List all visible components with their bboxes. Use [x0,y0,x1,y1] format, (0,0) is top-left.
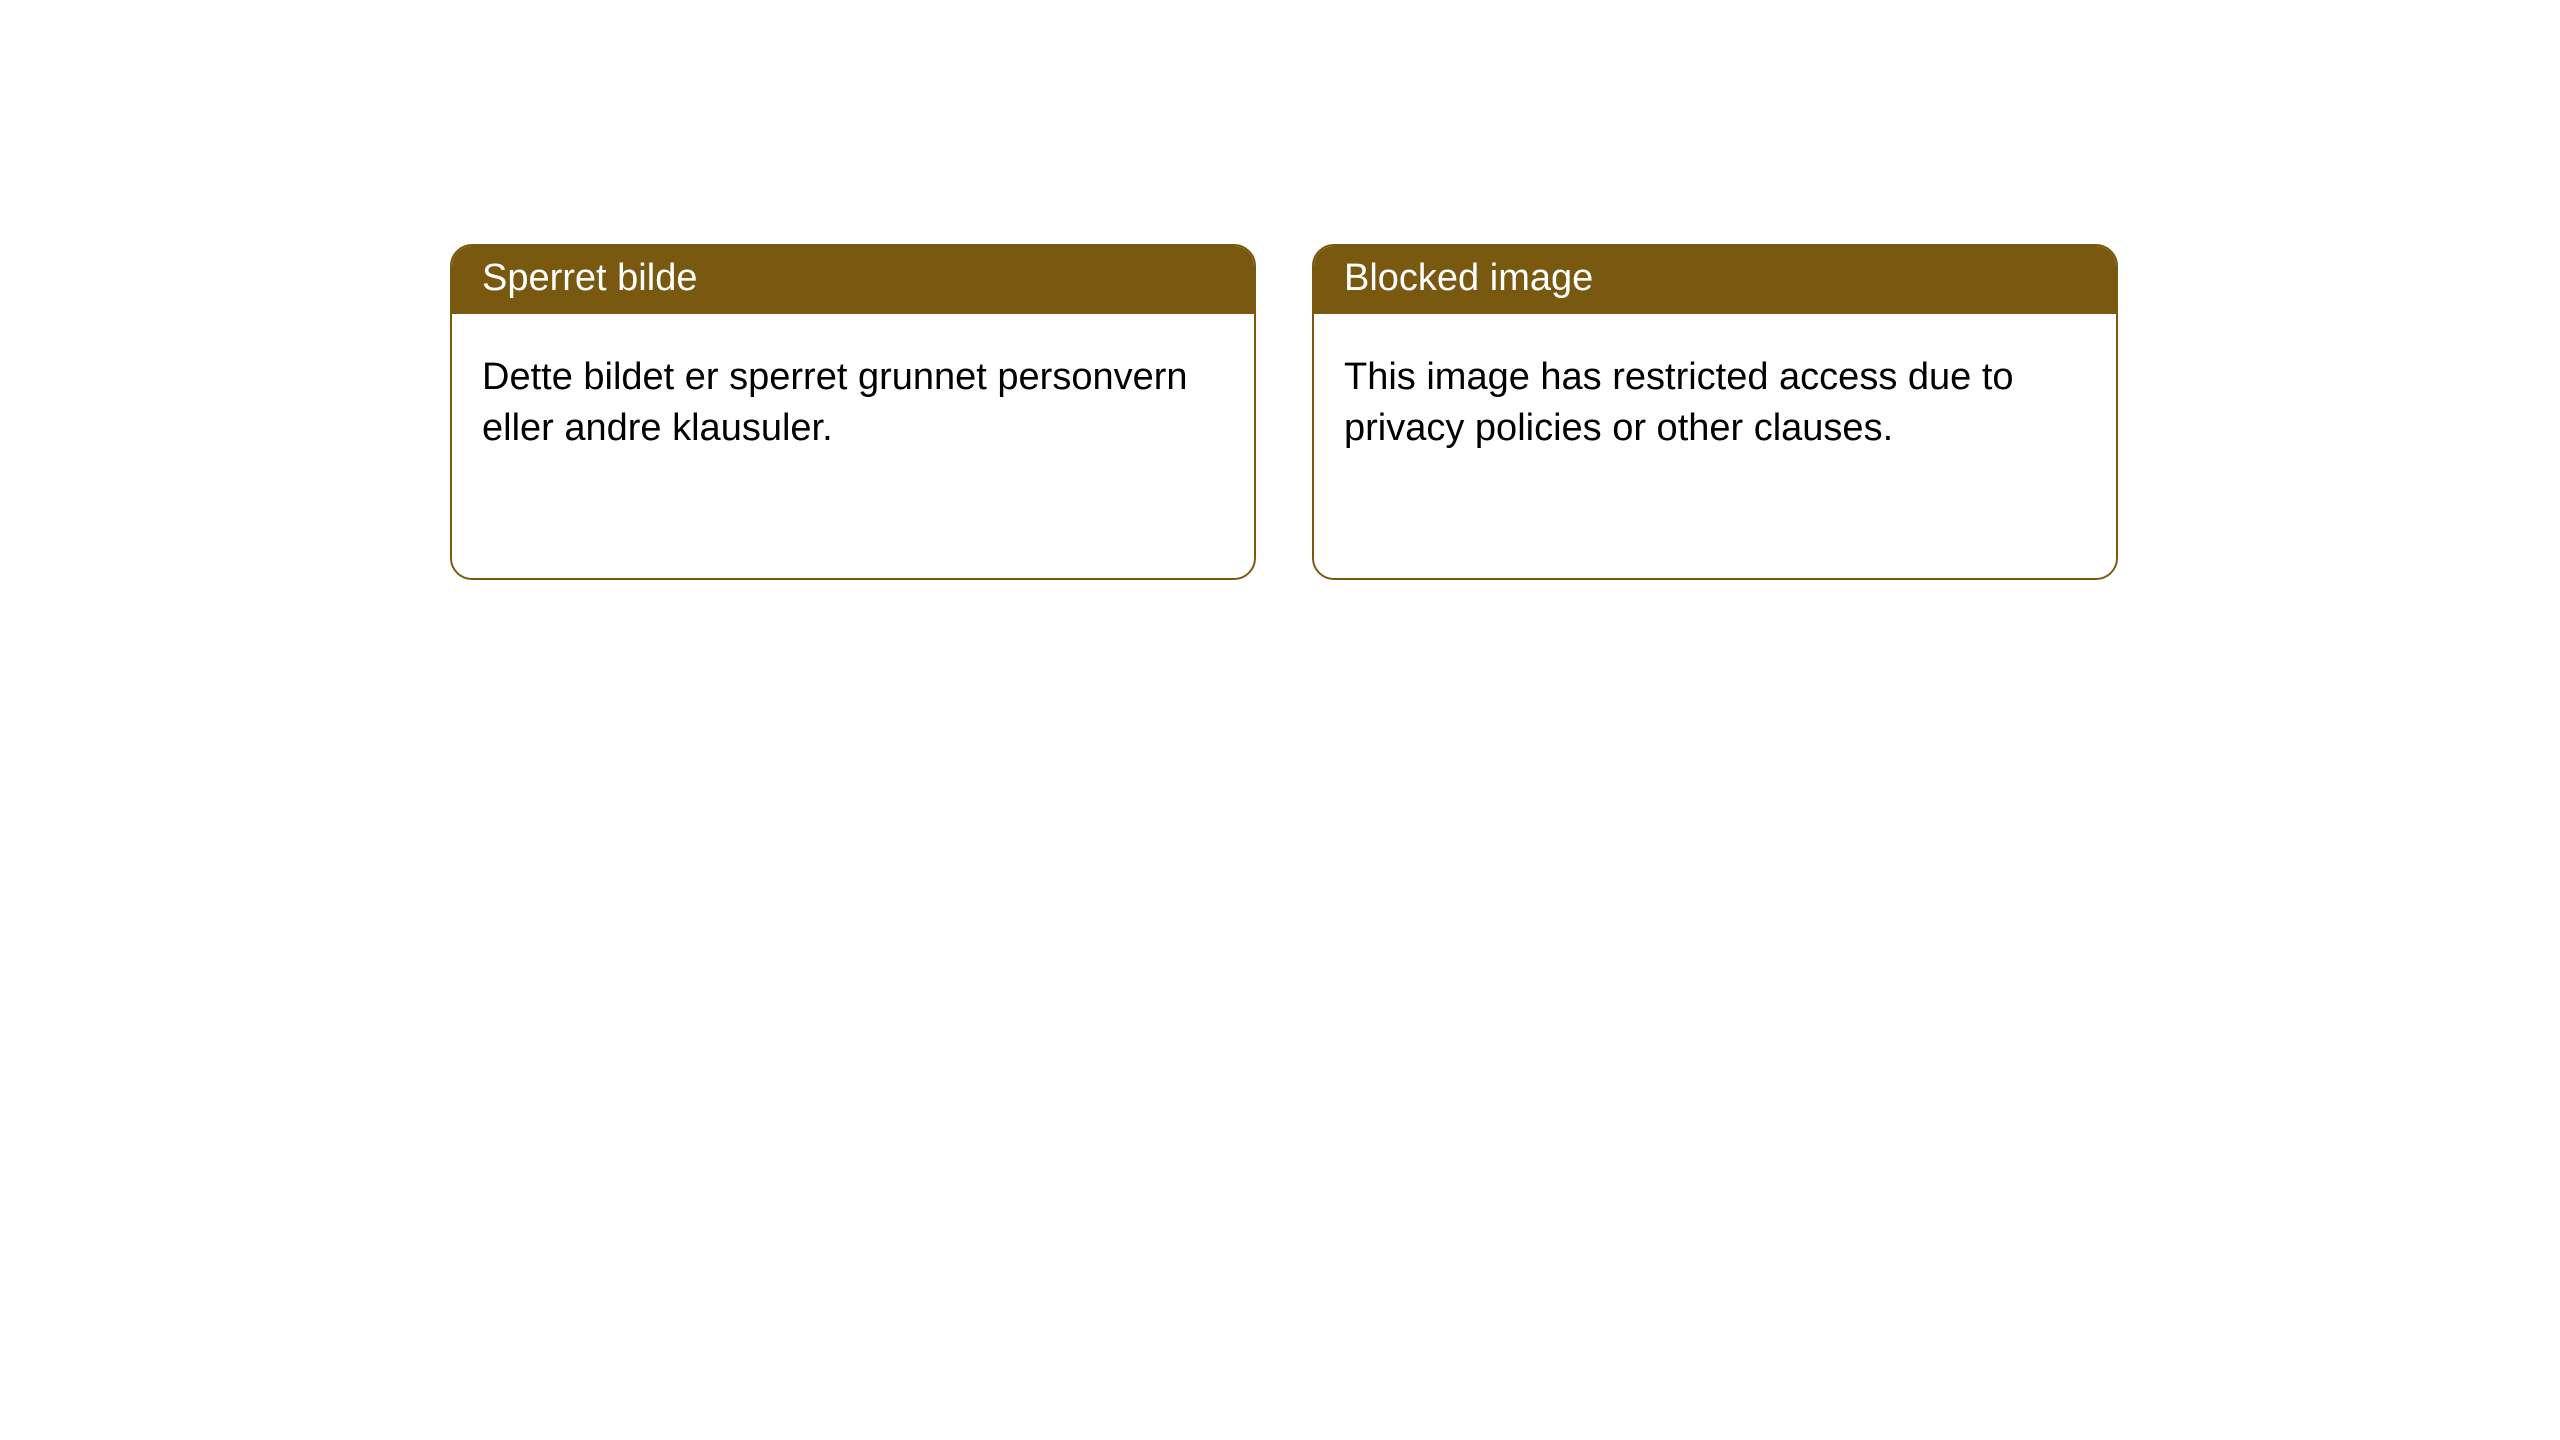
card-title-en: Blocked image [1344,257,1593,299]
card-header-no: Sperret bilde [452,246,1254,314]
blocked-image-card-no: Sperret bilde Dette bildet er sperret gr… [450,244,1256,580]
card-body-en: This image has restricted access due to … [1314,314,2116,578]
card-message-no: Dette bildet er sperret grunnet personve… [482,356,1188,449]
card-header-en: Blocked image [1314,246,2116,314]
card-body-no: Dette bildet er sperret grunnet personve… [452,314,1254,578]
card-message-en: This image has restricted access due to … [1344,356,2014,449]
blocked-image-card-en: Blocked image This image has restricted … [1312,244,2118,580]
card-title-no: Sperret bilde [482,257,697,299]
card-container: Sperret bilde Dette bildet er sperret gr… [0,0,2560,580]
